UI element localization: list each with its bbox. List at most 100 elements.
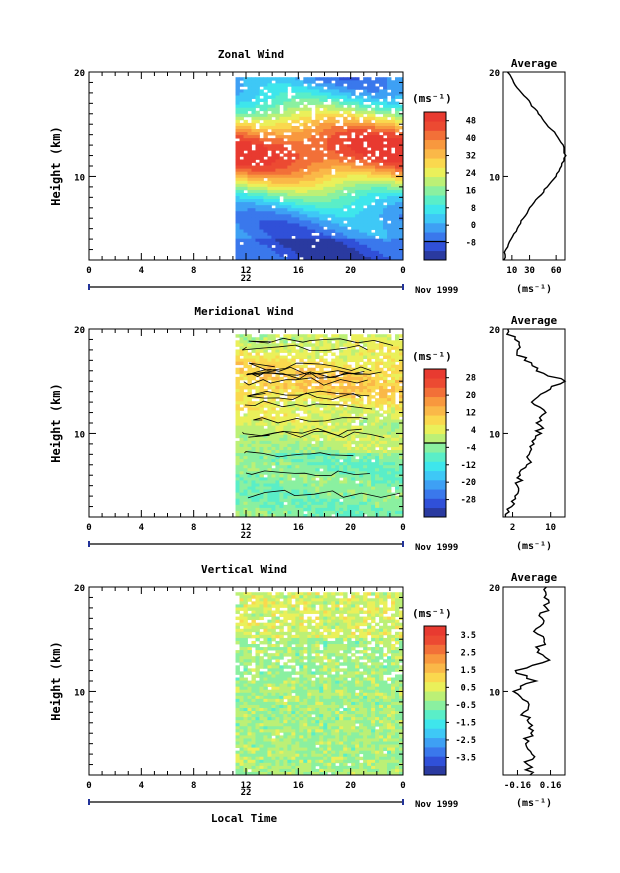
heatmap-cell — [235, 637, 240, 642]
heatmap-cell — [359, 480, 364, 484]
heatmap-cell — [355, 202, 360, 206]
heatmap-cell — [339, 513, 344, 517]
heatmap-cell — [335, 162, 340, 166]
heatmap-cell — [279, 431, 284, 436]
heatmap-cell — [291, 416, 296, 420]
heatmap-cell — [327, 211, 332, 215]
heatmap-cell — [335, 389, 340, 393]
heatmap-cell — [331, 138, 336, 142]
heatmap-cell — [343, 196, 348, 200]
heatmap-cell — [239, 389, 244, 393]
heatmap-cell — [335, 446, 340, 451]
heatmap-cell — [351, 355, 356, 359]
heatmap-cell — [395, 407, 400, 411]
heatmap-cell — [315, 162, 320, 166]
heatmap-cell — [363, 437, 368, 442]
heatmap-cell — [239, 592, 244, 596]
heatmap-cell — [259, 477, 264, 481]
heatmap-cell — [387, 364, 392, 369]
heatmap-cell — [375, 186, 380, 191]
y-tick-label: 10 — [74, 173, 85, 183]
heatmap-cell — [383, 132, 388, 136]
heatmap-cell — [267, 346, 272, 350]
heatmap-cell — [319, 489, 324, 494]
heatmap-cell — [243, 453, 248, 457]
heatmap-cell — [347, 413, 352, 417]
heatmap-cell — [367, 425, 372, 430]
heatmap-cell — [395, 177, 400, 182]
heatmap-cell — [267, 422, 272, 427]
heatmap-cell — [363, 389, 368, 393]
heatmap-cell — [295, 504, 300, 509]
heatmap-cell — [383, 208, 388, 212]
heatmap-cell — [271, 238, 276, 243]
heatmap-cell — [283, 226, 288, 230]
heatmap-cell — [391, 141, 396, 145]
heatmap-cell — [399, 89, 403, 93]
heatmap-cell — [379, 407, 384, 411]
heatmap-cell — [315, 171, 320, 176]
heatmap-cell — [259, 250, 264, 255]
heatmap-cell — [399, 510, 403, 515]
heatmap-cell — [243, 214, 248, 218]
heatmap-cell — [335, 232, 340, 237]
heatmap-cell — [291, 232, 296, 237]
heatmap-cell — [247, 98, 252, 102]
heatmap-cell — [299, 214, 304, 218]
heatmap-cell — [323, 401, 328, 405]
heatmap-cell — [271, 507, 276, 512]
heatmap-cell — [359, 483, 364, 487]
heatmap-cell — [235, 107, 240, 112]
heatmap-cell — [323, 110, 328, 115]
heatmap-cell — [283, 459, 288, 463]
heatmap-cell — [311, 501, 316, 506]
colorbar-swatch — [424, 433, 446, 444]
heatmap-cell — [259, 513, 264, 517]
heatmap-cell — [259, 498, 264, 503]
heatmap-cell — [331, 462, 336, 466]
heatmap-cell — [287, 110, 292, 115]
heatmap-cell — [395, 86, 400, 90]
heatmap-cell — [267, 220, 272, 224]
heatmap-cell — [287, 205, 292, 209]
heatmap-cell — [367, 404, 372, 408]
heatmap-cell — [391, 379, 396, 384]
heatmap-cell — [327, 361, 332, 366]
x-tick-label: 0 — [400, 523, 405, 533]
heatmap-cell — [247, 241, 252, 246]
heatmap-cell — [387, 196, 392, 200]
heatmap-cell — [271, 416, 276, 420]
heatmap-cell — [279, 392, 284, 396]
heatmap-cell — [315, 159, 320, 163]
heatmap-cell — [271, 504, 276, 509]
heatmap-cell — [391, 446, 396, 451]
heatmap-cell — [351, 217, 356, 221]
heatmap-cell — [363, 495, 368, 500]
heatmap-cell — [335, 483, 340, 487]
heatmap-cell — [311, 486, 316, 490]
heatmap-cell — [235, 196, 240, 200]
heatmap-cell — [243, 119, 248, 124]
heatmap-cell — [291, 189, 296, 194]
heatmap-cell — [239, 92, 244, 96]
heatmap-cell — [395, 386, 400, 390]
heatmap-cell — [307, 138, 312, 142]
heatmap-cell — [339, 440, 344, 445]
heatmap-cell — [375, 443, 380, 448]
heatmap-cell — [291, 214, 296, 218]
heatmap-cell — [283, 104, 288, 109]
heatmap-cell — [399, 189, 403, 194]
heatmap-cell — [279, 398, 284, 402]
heatmap-cell — [307, 495, 312, 500]
heatmap-cell — [287, 138, 292, 142]
heatmap-cell — [335, 95, 340, 99]
heatmap-cell — [315, 168, 320, 173]
heatmap-cell — [279, 83, 284, 87]
heatmap-cell — [287, 419, 292, 423]
heatmap-cell — [323, 334, 328, 338]
heatmap-cell — [379, 116, 384, 121]
colorbar-swatch — [424, 167, 446, 178]
heatmap-cell — [363, 507, 368, 512]
heatmap-cell — [239, 462, 244, 466]
heatmap-cell — [299, 456, 304, 460]
